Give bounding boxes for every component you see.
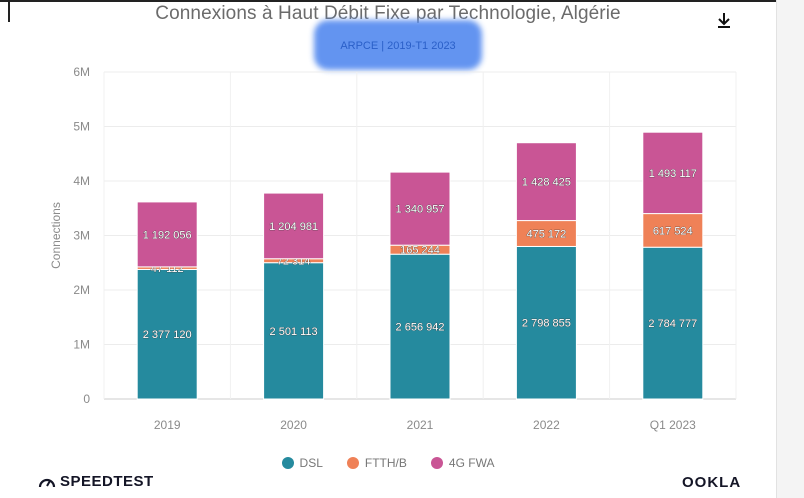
y-tick-label: 2M	[73, 283, 90, 297]
bar-dsl	[263, 262, 325, 400]
data-label: 2 377 120	[143, 329, 192, 341]
data-label: 1 428 425	[522, 177, 571, 189]
data-label: 475 172	[527, 229, 567, 241]
left-edge	[8, 0, 10, 22]
chart-legend: DSL FTTH/B 4G FWA	[0, 456, 776, 470]
bar-4g-fwa	[263, 192, 325, 260]
data-label: 1 493 117	[649, 168, 697, 180]
data-label: 1 192 056	[143, 229, 192, 241]
legend-dot-4g-fwa	[430, 457, 443, 469]
data-label: 2 501 113	[270, 326, 318, 338]
x-tick-label: 2022	[533, 418, 560, 432]
x-tick-label: 2019	[154, 418, 181, 432]
y-tick-label: 1M	[73, 338, 90, 352]
y-tick-label: 0	[83, 392, 90, 406]
chart-title: Connexions à Haut Débit Fixe par Technol…	[155, 3, 621, 24]
y-tick-label: 6M	[73, 65, 90, 79]
subtitle-highlight	[314, 20, 482, 70]
data-label: 1 340 957	[396, 204, 445, 216]
y-tick-label: 4M	[73, 174, 90, 188]
legend-dot-dsl	[281, 457, 294, 469]
bar-dsl	[642, 246, 704, 400]
speedtest-label: SPEEDTEST	[60, 473, 154, 490]
data-label: 2 798 855	[522, 318, 571, 330]
bar-4g-fwa	[389, 171, 451, 246]
x-tick-label: 2021	[407, 418, 434, 432]
legend-label-dsl: DSL	[299, 456, 323, 470]
ookla-logo: OOKLA	[682, 474, 742, 491]
legend-item-dsl[interactable]: DSL	[281, 456, 323, 470]
top-border	[0, 0, 776, 2]
legend-item-4g-fwa[interactable]: 4G FWA	[430, 456, 495, 470]
bar-dsl	[389, 253, 451, 400]
speedometer-icon	[38, 478, 56, 487]
chart-subtitle: ARPCE | 2019-T1 2023	[340, 40, 456, 52]
scrollbar-track[interactable]	[776, 0, 804, 498]
data-label: 2 784 777	[648, 318, 697, 330]
legend-dot-ftth	[346, 457, 359, 469]
bar-ftth-b	[515, 220, 577, 247]
legend-label-4g-fwa: 4G FWA	[448, 456, 495, 470]
download-icon[interactable]	[714, 8, 734, 30]
y-axis-label: Connections	[49, 202, 63, 269]
legend-label-ftth: FTTH/B	[364, 456, 407, 470]
legend-item-ftth[interactable]: FTTH/B	[346, 456, 407, 470]
bar-4g-fwa	[642, 131, 704, 215]
bar-4g-fwa	[515, 142, 577, 222]
x-tick-label: Q1 2023	[650, 418, 696, 432]
data-label: 1 204 981	[269, 221, 318, 233]
y-tick-label: 3M	[73, 229, 90, 243]
bar-dsl	[136, 268, 198, 400]
data-label: 2 656 942	[396, 322, 445, 334]
bar-dsl	[515, 245, 577, 400]
y-tick-label: 5M	[73, 120, 90, 134]
data-label: 617 524	[653, 225, 693, 237]
bar-ftth-b	[642, 213, 704, 248]
data-label: 165 244	[400, 245, 440, 257]
speedtest-logo: SPEEDTEST	[38, 473, 154, 490]
bar-4g-fwa	[136, 201, 198, 268]
x-tick-label: 2020	[280, 418, 307, 432]
